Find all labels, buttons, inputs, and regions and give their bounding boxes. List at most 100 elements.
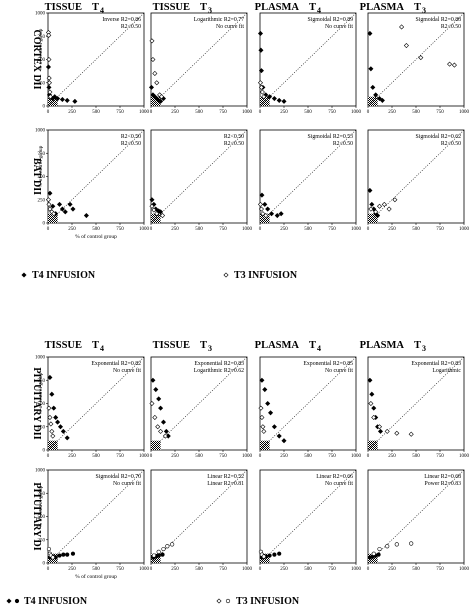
row-label: PITUITARY DII (31, 367, 42, 439)
open-diamond-point (257, 80, 264, 86)
filled-diamond-point (257, 30, 264, 36)
filled-diamond-point (148, 84, 155, 90)
x-tick-label: 1000 (242, 110, 253, 115)
x-tick-label: 750 (436, 454, 444, 459)
filled-diamond-point (47, 190, 53, 196)
filled-diamond-point (46, 84, 52, 90)
row-label: CORTEX DII (31, 30, 42, 90)
filled-diamond-point (55, 96, 61, 102)
x-tick-label: 1000 (351, 567, 362, 572)
filled-diamond-point (21, 272, 27, 278)
scatter-panel: 0 250 500 750 1000 Exponential R2=0.83Logarit… (149, 356, 253, 459)
x-tick-label: 500 (412, 227, 420, 232)
x-tick-label: 1000 (139, 454, 150, 459)
x-tick-label: 750 (116, 227, 124, 232)
filled-diamond-point (262, 201, 268, 207)
x-tick-label: 500 (92, 567, 100, 572)
control-range-box (260, 440, 270, 450)
open-diamond-point (451, 62, 457, 68)
open-diamond-point (216, 598, 222, 604)
x-tick-label: 750 (219, 454, 227, 459)
filled-diamond-point (367, 30, 373, 36)
y-tick-label: 750 (38, 152, 46, 157)
column-title: PLASMA T 3 (360, 340, 426, 353)
control-range-box (260, 96, 270, 106)
filled-diamond-point (371, 405, 377, 411)
open-diamond-point (150, 56, 156, 63)
x-tick-label: 500 (92, 227, 100, 232)
column-title-t-letter: T (414, 2, 421, 13)
open-circle-point (165, 544, 170, 549)
filled-diamond-point (158, 98, 164, 104)
filled-diamond-point (268, 410, 274, 416)
control-range-box (368, 96, 378, 106)
filled-diamond-point (276, 97, 282, 103)
filled-diamond-point (278, 211, 284, 217)
column-title: PLASMA T 4 (255, 2, 321, 15)
x-tick-label: 250 (388, 110, 396, 115)
open-diamond-point (447, 61, 453, 67)
fit-annotation: Logarithmic R2=0.77 (194, 17, 244, 23)
x-tick-label: 750 (328, 227, 336, 232)
open-diamond-point (263, 213, 269, 219)
x-tick-label: 1000 (351, 227, 362, 232)
open-diamond-point (46, 405, 52, 411)
filled-diamond-point (370, 84, 376, 90)
column-title-t-letter: T (92, 2, 99, 13)
column-title-subscript: 3 (422, 6, 426, 15)
fit-annotation: Exponential R2=0.83 (194, 361, 244, 367)
y-axis-label: % of control group (37, 485, 44, 527)
x-tick-label: 1000 (139, 227, 150, 232)
open-diamond-point (223, 272, 229, 278)
x-tick-label: 250 (68, 227, 76, 232)
open-diamond-point (399, 24, 405, 30)
x-tick-label: 0 (150, 454, 153, 459)
control-range-box (368, 213, 378, 223)
filled-diamond-point (379, 97, 385, 103)
x-tick-label: 0 (367, 110, 370, 115)
filled-diamond-point (158, 405, 164, 411)
column-title-t-letter: T (414, 340, 421, 351)
filled-diamond-point (367, 377, 373, 383)
x-tick-label: 1000 (242, 567, 253, 572)
fit-annotation: Exponential R2=0.82 (91, 361, 141, 367)
x-tick-label: 750 (328, 454, 336, 459)
open-circle-point (394, 542, 399, 547)
filled-diamond-point (59, 96, 65, 103)
open-diamond-point (257, 201, 264, 207)
control-range-box (48, 440, 58, 450)
x-axis-label: % of control group (75, 233, 117, 240)
legend-right-label: T3 INFUSION (236, 596, 300, 607)
fit-annotation: Inverse R2=0.86 (102, 17, 141, 23)
x-tick-label: 0 (47, 110, 50, 115)
open-diamond-point (371, 414, 377, 420)
filled-diamond-point (60, 428, 66, 434)
open-diamond-point (50, 433, 56, 439)
open-circle-point (225, 598, 231, 604)
x-tick-label: 250 (280, 567, 288, 572)
column-title-text: PLASMA (360, 340, 405, 351)
legend-left-label: T4 INFUSION (24, 596, 88, 607)
fit-annotation: Logarithmic R2=0.62 (194, 368, 244, 374)
y-tick-label: 500 (38, 515, 46, 520)
legend-left-label: T4 INFUSION (32, 270, 96, 281)
column-title-t-letter: T (200, 2, 207, 13)
x-tick-label: 1000 (351, 110, 362, 115)
x-tick-label: 0 (259, 227, 262, 232)
y-tick-label: 750 (38, 492, 46, 497)
row-label: PITUITARY DI (31, 482, 42, 550)
filled-diamond-point (376, 96, 383, 102)
open-diamond-point (46, 75, 52, 81)
open-diamond-point (392, 197, 398, 203)
filled-circle-point (272, 552, 277, 557)
open-circle-point (50, 555, 55, 560)
control-range-box (151, 213, 161, 223)
fit-annotation: R2<0.50 (441, 24, 461, 30)
fit-annotation: R2<0.50 (333, 141, 353, 147)
x-tick-label: 250 (68, 110, 76, 115)
open-diamond-point (152, 70, 158, 76)
x-tick-label: 500 (304, 454, 312, 459)
